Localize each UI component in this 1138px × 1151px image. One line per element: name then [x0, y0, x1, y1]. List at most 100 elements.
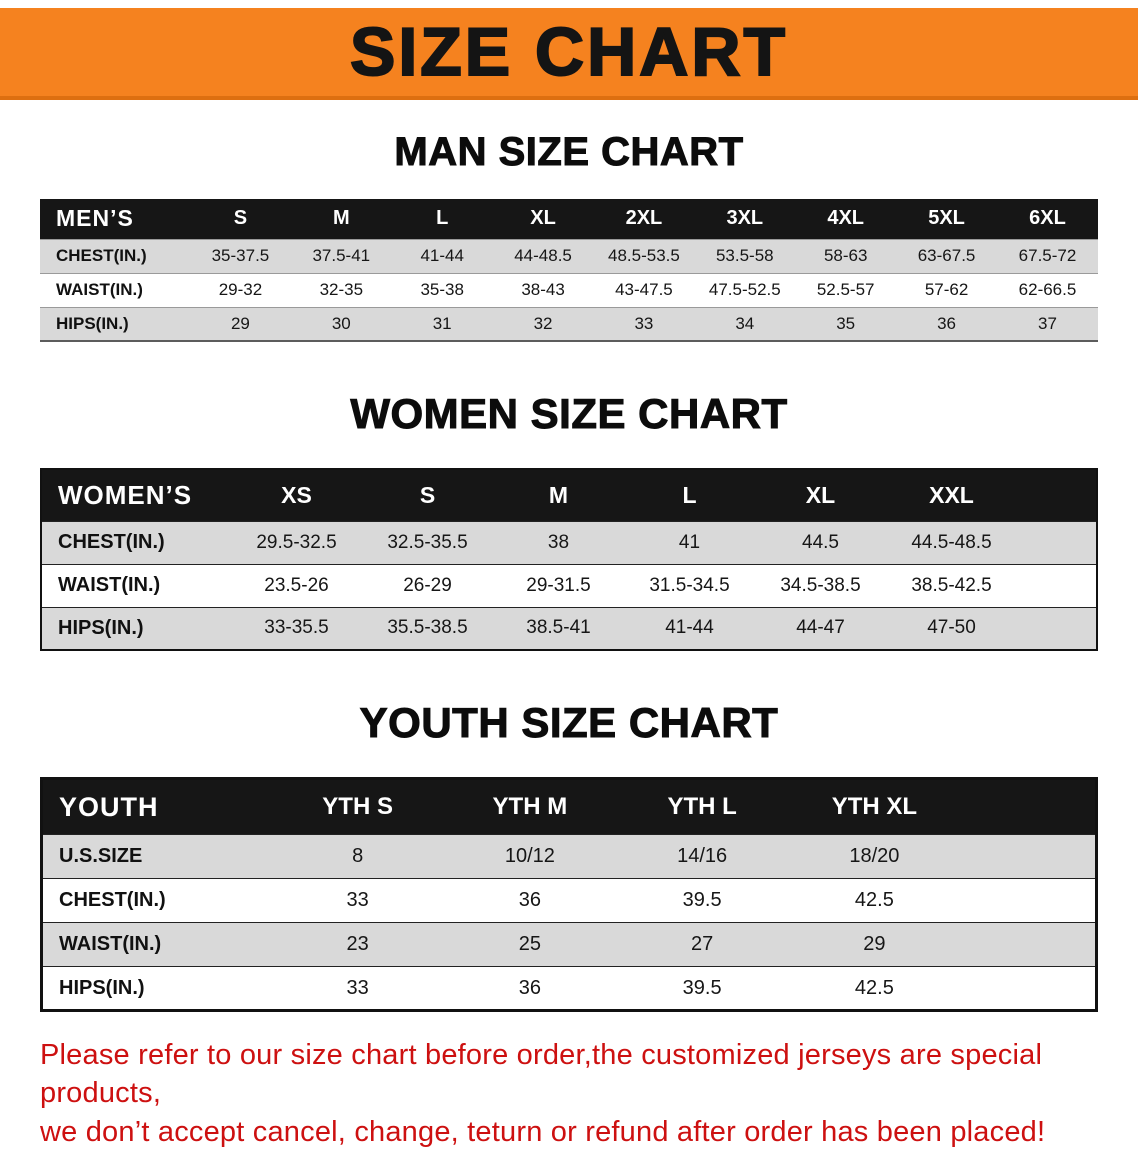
spacer-cell	[1017, 607, 1097, 650]
table-header-row: MEN’S S M L XL 2XL 3XL 4XL 5XL 6XL	[40, 199, 1098, 239]
measurement-value-cell: 33-35.5	[264, 617, 329, 639]
measurement-value-cell: 33	[346, 976, 369, 999]
table-row: WAIST(IN.) 23.5-26 26-29 29-31.5 31.5-34.5 34…	[41, 564, 1097, 607]
measurement-label-cell: HIPS(IN.)	[59, 976, 145, 999]
men-section: MAN SIZE CHART MEN’S S M L XL 2XL 3XL 4XL 5XL 6XL…	[0, 130, 1138, 342]
size-header-cell: XS	[231, 469, 362, 521]
measurement-value-cell: 47-50	[927, 617, 976, 639]
measurement-value-cell: 41	[678, 531, 701, 553]
men-section-heading: MAN SIZE CHART	[394, 130, 744, 175]
measurement-value-cell: 29	[863, 933, 886, 955]
size-header-cell: M	[493, 469, 624, 521]
measurement-value-cell: 33	[346, 889, 369, 911]
size-header-cell: 4XL	[795, 199, 897, 239]
size-header-cell: L	[391, 199, 493, 239]
measurement-value-cell: 38.5-42.5	[911, 574, 992, 596]
measurement-value-cell: 26-29	[403, 574, 452, 596]
measurement-label-cell: WAIST(IN.)	[58, 574, 161, 596]
table-header-row: WOMEN’S XS S M L XL XXL	[41, 469, 1097, 521]
women-section: WOMEN SIZE CHART WOMEN’S XS S M L XL XXL CHEST(…	[0, 390, 1138, 651]
size-header-cell: YTH L	[616, 778, 789, 835]
measurement-value-cell: 44-47	[796, 617, 845, 639]
measurement-value-cell: 39.5	[682, 889, 722, 911]
measurement-label-cell: CHEST(IN.)	[59, 889, 166, 911]
measurement-value-cell: 34	[735, 313, 755, 333]
measurement-value-cell: 37	[1038, 313, 1057, 333]
measurement-value-cell: 62-66.5	[1018, 280, 1077, 299]
spacer-cell	[961, 879, 1097, 923]
measurement-value-cell: 32.5-35.5	[387, 531, 468, 553]
measurement-value-cell: 36	[937, 313, 957, 333]
measurement-value-cell: 25	[518, 933, 541, 955]
measurement-value-cell: 41-44	[420, 246, 464, 265]
measurement-value-cell: 29-32	[218, 280, 263, 299]
spacer-cell	[1017, 521, 1097, 564]
measurement-value-cell: 35	[836, 313, 856, 333]
size-chart-banner: SIZE CHART	[0, 8, 1138, 100]
measurement-label-cell: CHEST(IN.)	[58, 531, 165, 553]
measurement-value-cell: 8	[352, 845, 364, 867]
youth-section-heading: YOUTH SIZE CHART	[359, 699, 779, 747]
youth-size-table: YOUTH YTH S YTH M YTH L YTH XL U.S.SIZE 8 10/12…	[40, 777, 1098, 1012]
size-header-cell: YTH M	[443, 778, 616, 835]
measurement-value-cell: 38-43	[521, 280, 565, 299]
measurement-value-cell: 35-37.5	[211, 246, 270, 265]
measurement-label-cell: HIPS(IN.)	[56, 313, 129, 333]
table-row: HIPS(IN.) 29 30 31 32 33 34 35 36 37	[40, 307, 1098, 341]
measurement-label-cell: U.S.SIZE	[59, 845, 143, 867]
table-title-cell: YOUTH	[41, 778, 272, 835]
table-row: CHEST(IN.) 35-37.5 37.5-41 41-44 44-48.5 48.5…	[40, 239, 1098, 273]
size-header-cell: M	[290, 199, 392, 239]
size-header-cell: 3XL	[694, 199, 796, 239]
table-row: CHEST(IN.) 29.5-32.5 32.5-35.5 38 41 44.5 44.5…	[41, 521, 1097, 564]
measurement-value-cell: 34.5-38.5	[780, 574, 861, 596]
spacer-cell	[1017, 564, 1097, 607]
measurement-value-cell: 31	[432, 313, 452, 333]
measurement-value-cell: 32-35	[319, 280, 364, 299]
size-header-cell: XL	[492, 199, 594, 239]
women-section-heading: WOMEN SIZE CHART	[350, 390, 788, 438]
size-header-cell: XL	[755, 469, 886, 521]
measurement-value-cell: 29.5-32.5	[256, 531, 337, 553]
measurement-value-cell: 48.5-53.5	[608, 246, 680, 265]
table-row: HIPS(IN.) 33-35.5 35.5-38.5 38.5-41 41-44 44-…	[41, 607, 1097, 650]
measurement-value-cell: 43-47.5	[615, 280, 673, 299]
measurement-value-cell: 38	[547, 531, 570, 553]
spacer-cell	[961, 923, 1097, 967]
spacer-cell	[1017, 469, 1097, 521]
measurement-label-cell: HIPS(IN.)	[58, 616, 144, 639]
measurement-value-cell: 63-67.5	[917, 246, 976, 265]
measurement-value-cell: 44-48.5	[514, 246, 572, 265]
measurement-value-cell: 39.5	[682, 976, 722, 999]
table-title-cell: MEN’S	[40, 199, 190, 239]
table-header-row: YOUTH YTH S YTH M YTH L YTH XL	[41, 778, 1097, 835]
disclaimer: Please refer to our size chart before or…	[40, 1036, 1098, 1151]
spacer-cell	[961, 967, 1097, 1011]
measurement-value-cell: 37.5-41	[312, 246, 371, 265]
measurement-value-cell: 35.5-38.5	[387, 617, 468, 639]
measurement-value-cell: 41-44	[665, 617, 714, 639]
measurement-value-cell: 23.5-26	[264, 574, 329, 596]
men-size-table: MEN’S S M L XL 2XL 3XL 4XL 5XL 6XL CHEST(IN.) 35-37…	[40, 199, 1098, 342]
measurement-value-cell: 47.5-52.5	[708, 280, 781, 299]
table-row: CHEST(IN.) 33 36 39.5 42.5	[41, 878, 1097, 923]
table-title-cell: WOMEN’S	[41, 469, 231, 521]
measurement-value-cell: 44.5	[802, 531, 839, 553]
measurement-value-cell: 67.5-72	[1018, 246, 1077, 265]
measurement-value-cell: 18/20	[849, 845, 900, 867]
measurement-value-cell: 35-38	[420, 280, 464, 299]
measurement-value-cell: 36	[518, 889, 541, 911]
table-row: HIPS(IN.) 33 36 39.5 42.5	[41, 966, 1097, 1011]
measurement-value-cell: 42.5	[854, 976, 894, 999]
size-header-cell: S	[190, 199, 291, 239]
measurement-value-cell: 32	[533, 313, 553, 333]
size-header-cell: XXL	[886, 469, 1017, 521]
measurement-label-cell: WAIST(IN.)	[56, 280, 143, 299]
women-size-table: WOMEN’S XS S M L XL XXL CHEST(IN.) 29.5-32.5 32.5…	[40, 468, 1098, 651]
table-row: U.S.SIZE 8 10/12 14/16 18/20	[41, 834, 1097, 879]
size-header-cell: 6XL	[997, 199, 1098, 239]
table-row: WAIST(IN.) 23 25 27 29	[41, 922, 1097, 967]
spacer-cell	[960, 778, 1097, 835]
size-header-cell: 5XL	[896, 199, 997, 239]
measurement-value-cell: 10/12	[504, 845, 555, 867]
